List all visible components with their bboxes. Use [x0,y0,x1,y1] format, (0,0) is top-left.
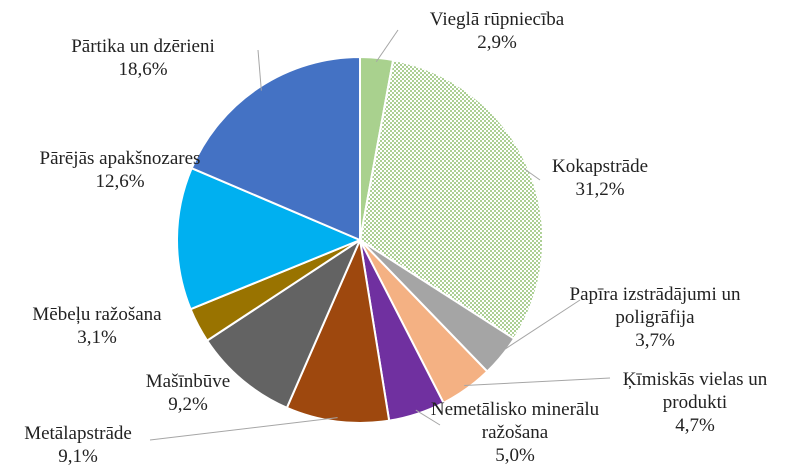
category-label: Mēbeļu ražošana [32,304,162,325]
slice [205,237,363,410]
value-label: 2,9% [477,32,517,53]
value-label: 9,1% [58,446,98,467]
slice-label: Pārtika un dzērieni 18,6% [28,35,258,81]
slice [285,236,391,424]
slice-label: Vieglā rūpniecība 2,9% [397,8,597,54]
leader-line [149,417,338,441]
leader-line [375,29,399,63]
value-label: 12,6% [95,171,145,192]
category-label: Pārtika un dzērieni [71,36,215,57]
category-label: Nemetālisko minerālu ražošana [430,399,600,443]
slice-label: Mašīnbūve 9,2% [128,370,248,416]
slice-label: Metālapstrāde 9,1% [3,422,153,468]
value-label: 3,7% [635,330,675,351]
value-label: 4,7% [675,415,715,436]
slice-label: Papīra izstrādājumi un poligrāfija 3,7% [560,283,750,352]
category-label: Metālapstrāde [24,423,132,444]
value-label: 18,6% [118,59,168,80]
slice-label: Nemetālisko minerālu ražošana 5,0% [430,398,600,467]
category-label: Mašīnbūve [145,371,231,392]
slice [190,55,361,242]
value-label: 9,2% [168,394,208,415]
leader-line [257,49,262,91]
slice-label: Pārējās apakšnozares 12,6% [35,147,205,193]
slice [176,166,363,311]
category-label: Papīra izstrādājumi un poligrāfija [569,284,741,328]
category-label: Vieglā rūpniecība [429,9,565,30]
leader-line [498,299,581,354]
category-label: Pārējās apakšnozares [39,148,201,169]
leader-line [415,409,441,426]
category-label: Kokapstrāde [551,156,649,177]
leader-line [464,377,611,387]
leader-line [523,168,541,181]
category-label: Ķīmiskās vielas un produkti [622,369,768,413]
value-label: 3,1% [77,327,117,348]
slice-label: Kokapstrāde 31,2% [530,155,670,201]
value-label: 31,2% [575,179,625,200]
slice-label: Ķīmiskās vielas un produkti 4,7% [610,368,780,437]
value-label: 5,0% [495,445,535,466]
slice-label: Mēbeļu ražošana 3,1% [7,303,187,349]
